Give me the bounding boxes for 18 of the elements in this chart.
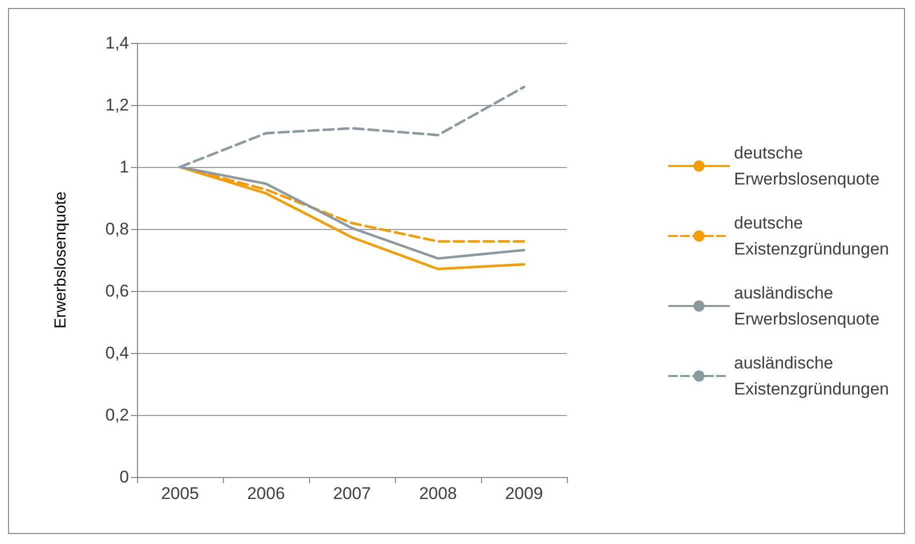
y-tick-label: 0,8 [105, 220, 129, 238]
x-tick-label: 2008 [419, 484, 457, 503]
y-tick-label: 1 [120, 158, 129, 176]
y-tick-label: 1,4 [105, 34, 129, 52]
y-tick-label: 0,2 [105, 406, 129, 424]
x-tick-label: 2009 [505, 484, 543, 503]
y-tick-label: 0,6 [105, 282, 129, 300]
y-tick-label: 1,2 [105, 96, 129, 114]
y-axis-title: Erwerbslosenquote [52, 191, 70, 328]
y-tick-label: 0 [120, 468, 129, 486]
y-tick-label: 0,4 [105, 344, 129, 362]
legend-label: deutsche Existenzgründungen [734, 214, 890, 258]
legend-label: deutsche Erwerbslosenquote [734, 144, 880, 188]
x-tick-label: 2007 [333, 484, 371, 503]
legend-label: ausländische Erwerbslosenquote [734, 284, 880, 328]
x-tick-label: 2005 [161, 484, 199, 503]
x-tick-label: 2006 [247, 484, 285, 503]
legend-label: ausländische Existenzgründungen [734, 354, 890, 398]
